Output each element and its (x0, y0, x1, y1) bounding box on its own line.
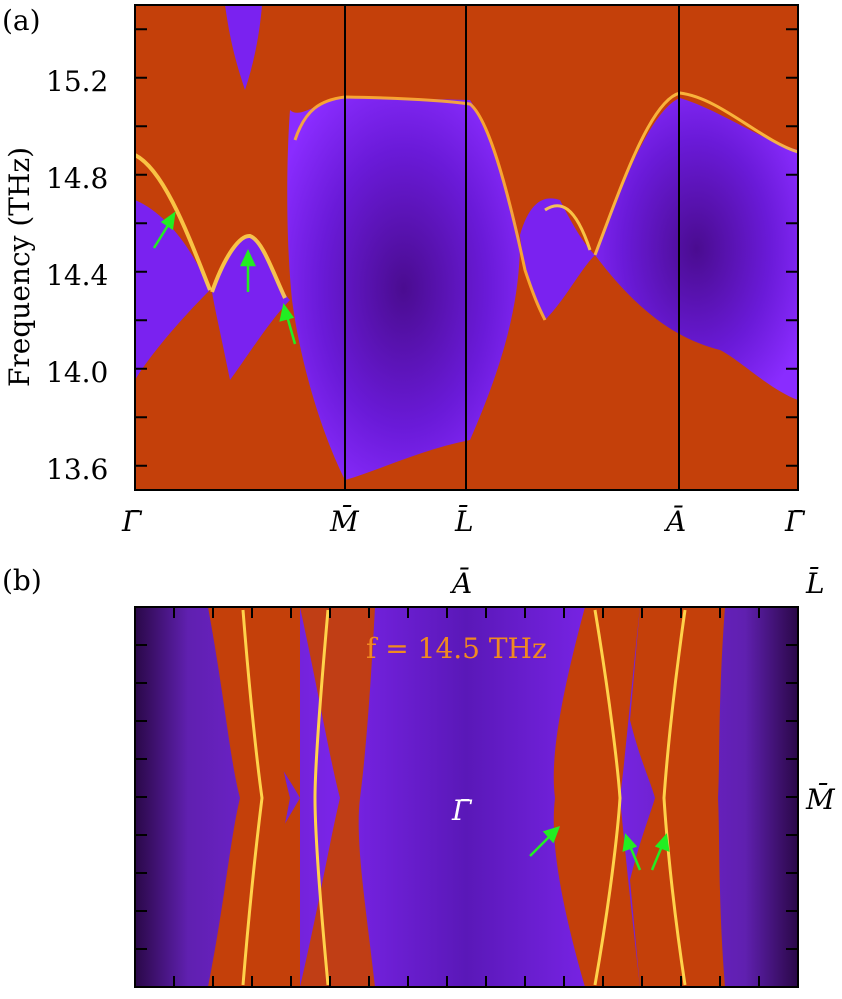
gap-region (520, 198, 595, 320)
surface-state-curve (293, 95, 547, 321)
top-label-a: Ā (452, 567, 473, 600)
arrowhead (542, 826, 561, 844)
surface-state-curve (544, 204, 592, 251)
frequency-annotation: f = 14.5 THz (366, 632, 547, 665)
fermi-arc (593, 609, 622, 986)
panel-a-heatmap (135, 5, 798, 490)
gap-region (135, 200, 210, 380)
arrow (628, 845, 642, 871)
bulk-pocket (630, 607, 675, 987)
gap-region (595, 98, 798, 400)
arrowhead (279, 303, 295, 322)
arrowhead (240, 249, 256, 267)
panel-a-yticks (135, 28, 798, 467)
panel-b-ticks (135, 607, 798, 987)
gap-region (225, 5, 262, 90)
ytick-label: 14.4 (46, 259, 109, 292)
bulk-pocket (553, 607, 640, 987)
xtick-label: L̄ (455, 505, 474, 538)
top-label-l: L̄ (806, 567, 825, 600)
fermi-arc (313, 609, 330, 986)
gap-region (212, 236, 290, 380)
surface-state-curve (210, 234, 287, 299)
right-label-m: M̄ (806, 783, 835, 816)
xtick-label: M̄ (330, 505, 359, 538)
bulk-pocket (255, 607, 300, 987)
ytick-label: 14.8 (46, 162, 109, 195)
ytick-label: 14.0 (46, 356, 109, 389)
fermi-arc (241, 609, 264, 986)
panel-a-frame (134, 4, 799, 491)
center-label-gamma: Γ̄ (451, 794, 473, 827)
panel-b-heatmap (135, 607, 798, 987)
panel-a-arrows (152, 211, 297, 345)
arrowhead (654, 833, 670, 852)
arrow (650, 845, 664, 871)
panel-a-tag: (a) (2, 4, 41, 37)
xtick-label: Γ̄ (122, 505, 142, 538)
panel-b-arrows (529, 826, 670, 871)
arrow (529, 835, 551, 857)
fermi-arc (662, 609, 687, 986)
surface-state-curve (135, 153, 212, 291)
arrowhead (160, 211, 176, 231)
xtick-label: Ā (666, 505, 687, 538)
ytick-label: 13.6 (46, 453, 109, 486)
xtick-label: Γ̄ (785, 505, 805, 538)
panel-b-tag: (b) (2, 564, 42, 597)
arrowhead (622, 833, 638, 852)
bulk-pocket (300, 607, 375, 987)
arrow (285, 315, 297, 345)
ytick-label: 15.2 (46, 65, 109, 98)
